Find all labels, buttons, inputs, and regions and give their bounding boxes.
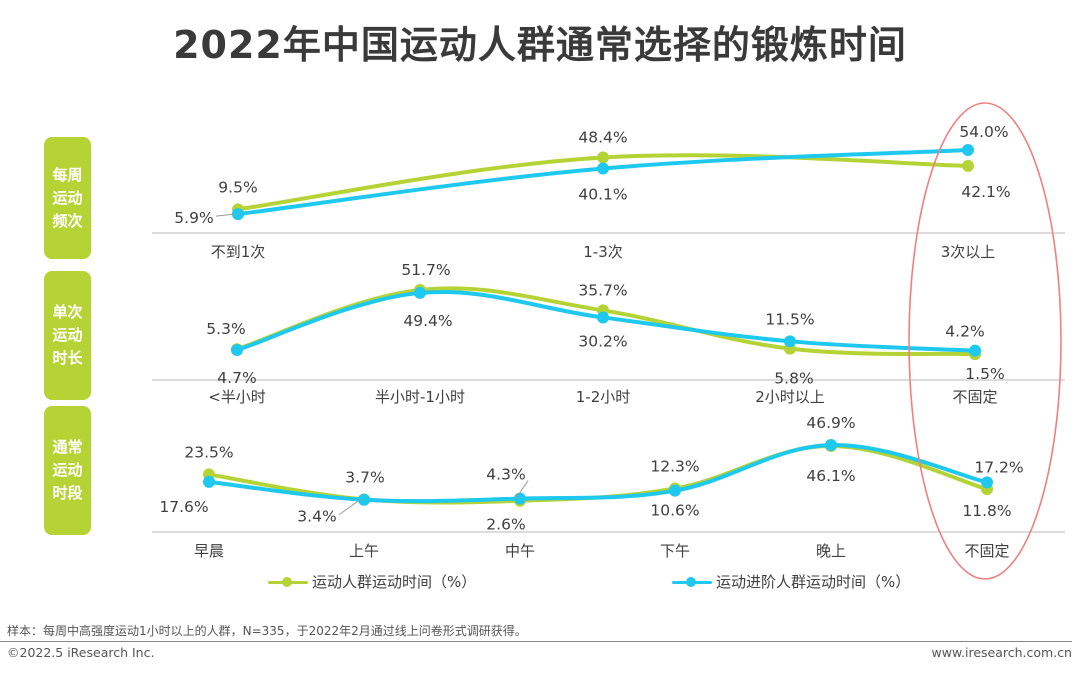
leader-line <box>515 480 529 499</box>
highlight-ellipse <box>908 102 1062 580</box>
data-label-advanced: 40.1% <box>578 186 627 204</box>
leader-line <box>338 499 361 516</box>
data-label-general: 46.1% <box>806 467 855 485</box>
data-label-advanced: 17.2% <box>974 458 1023 476</box>
data-label-general: 51.7% <box>401 261 450 279</box>
data-label-advanced: 4.2% <box>945 323 984 341</box>
data-label-advanced: 5.9% <box>174 209 213 227</box>
section-label-duration: 单次 运动 时长 <box>44 271 91 400</box>
legend-marker-blue-icon <box>670 575 714 589</box>
data-label-general: 48.4% <box>578 128 627 146</box>
x-tick-label: 不固定 <box>964 542 1009 560</box>
legend-item-general: 运动人群运动时间（%） <box>266 571 476 592</box>
data-point-advanced <box>231 344 243 356</box>
data-label-advanced: 54.0% <box>959 123 1008 141</box>
data-point-advanced <box>784 335 796 348</box>
data-point-advanced <box>514 492 526 505</box>
data-label-general: 2.6% <box>486 516 525 534</box>
x-tick-label: 晚上 <box>816 542 846 560</box>
legend-marker-green-icon <box>266 575 310 589</box>
data-label-advanced: 10.6% <box>650 502 699 520</box>
data-label-general: 11.8% <box>962 502 1011 520</box>
series-line-general <box>207 444 989 505</box>
data-point-advanced <box>414 286 426 299</box>
data-point-advanced <box>981 476 993 489</box>
x-tick-label: <半小时 <box>208 388 266 406</box>
legend-label: 运动进阶人群运动时间（%） <box>716 573 911 591</box>
section-label-frequency: 每周 运动 频次 <box>44 137 91 259</box>
data-label-general: 35.7% <box>578 281 627 299</box>
x-tick-label: 不固定 <box>952 388 997 406</box>
data-label-advanced: 49.4% <box>403 312 452 330</box>
data-label-advanced: 4.3% <box>486 466 525 484</box>
data-label-advanced: 30.2% <box>578 332 627 350</box>
data-label-advanced: 3.4% <box>297 508 336 526</box>
x-tick-label: 1-3次 <box>583 243 623 261</box>
x-tick-label: 上午 <box>349 542 379 560</box>
x-tick-label: 2小时以上 <box>755 388 825 406</box>
data-point-advanced <box>825 439 837 451</box>
data-label-general: 12.3% <box>650 458 699 476</box>
copyright: ©2022.5 iResearch Inc. <box>7 645 155 660</box>
data-point-advanced <box>969 344 981 357</box>
x-tick-label: 半小时-1小时 <box>375 388 465 406</box>
data-point-advanced <box>232 208 244 221</box>
x-tick-label: 中午 <box>505 542 535 560</box>
section-label-line: 每周 <box>52 165 83 184</box>
x-tick-label: 1-2小时 <box>576 388 631 406</box>
data-point-general <box>962 159 974 172</box>
section-label-line: 运动 <box>52 461 83 479</box>
legend-label: 运动人群运动时间（%） <box>312 573 477 591</box>
data-label-general: 42.1% <box>961 183 1010 201</box>
data-label-advanced: 17.6% <box>159 498 208 516</box>
data-label-general: 3.7% <box>345 468 384 486</box>
data-point-advanced <box>203 475 215 488</box>
data-label-advanced: 11.5% <box>765 310 814 328</box>
data-point-advanced <box>669 484 681 497</box>
chart-title: 2022年中国运动人群通常选择的锻炼时间 <box>173 23 907 67</box>
series-line-advanced <box>207 442 989 504</box>
data-label-advanced: 46.9% <box>806 414 855 432</box>
footer-divider <box>0 641 1072 642</box>
website-link[interactable]: www.iresearch.com.cn <box>931 645 1073 660</box>
x-tick-label: 早晨 <box>194 542 224 560</box>
data-label-general: 5.3% <box>206 320 245 338</box>
section-label-line: 时长 <box>52 349 83 367</box>
data-label-general: 5.8% <box>774 370 813 388</box>
data-point-advanced <box>597 311 609 324</box>
section-label-line: 运动 <box>52 188 83 207</box>
data-point-advanced <box>358 493 370 506</box>
x-tick-label: 3次以上 <box>941 243 996 261</box>
data-label-general: 23.5% <box>184 443 233 461</box>
section-label-line: 时段 <box>52 484 83 502</box>
data-label-general: 9.5% <box>218 178 257 196</box>
section-label-time-period: 通常 运动 时段 <box>44 406 91 535</box>
sample-note: 样本：每周中高强度运动1小时以上的人群，N=335，于2022年2月通过线上问卷… <box>7 624 527 638</box>
section-label-line: 运动 <box>52 326 83 344</box>
section-label-line: 单次 <box>52 303 83 321</box>
x-tick-label: 下午 <box>660 542 690 560</box>
leader-line <box>215 213 235 217</box>
data-label-general: 1.5% <box>965 365 1004 383</box>
legend-item-advanced: 运动进阶人群运动时间（%） <box>670 571 910 592</box>
data-label-advanced: 4.7% <box>217 369 256 387</box>
data-point-advanced <box>597 162 609 175</box>
data-point-advanced <box>962 144 974 156</box>
data-point-general <box>597 151 609 164</box>
section-label-line: 频次 <box>52 211 83 230</box>
section-label-line: 通常 <box>52 438 83 456</box>
x-tick-label: 不到1次 <box>211 243 266 261</box>
